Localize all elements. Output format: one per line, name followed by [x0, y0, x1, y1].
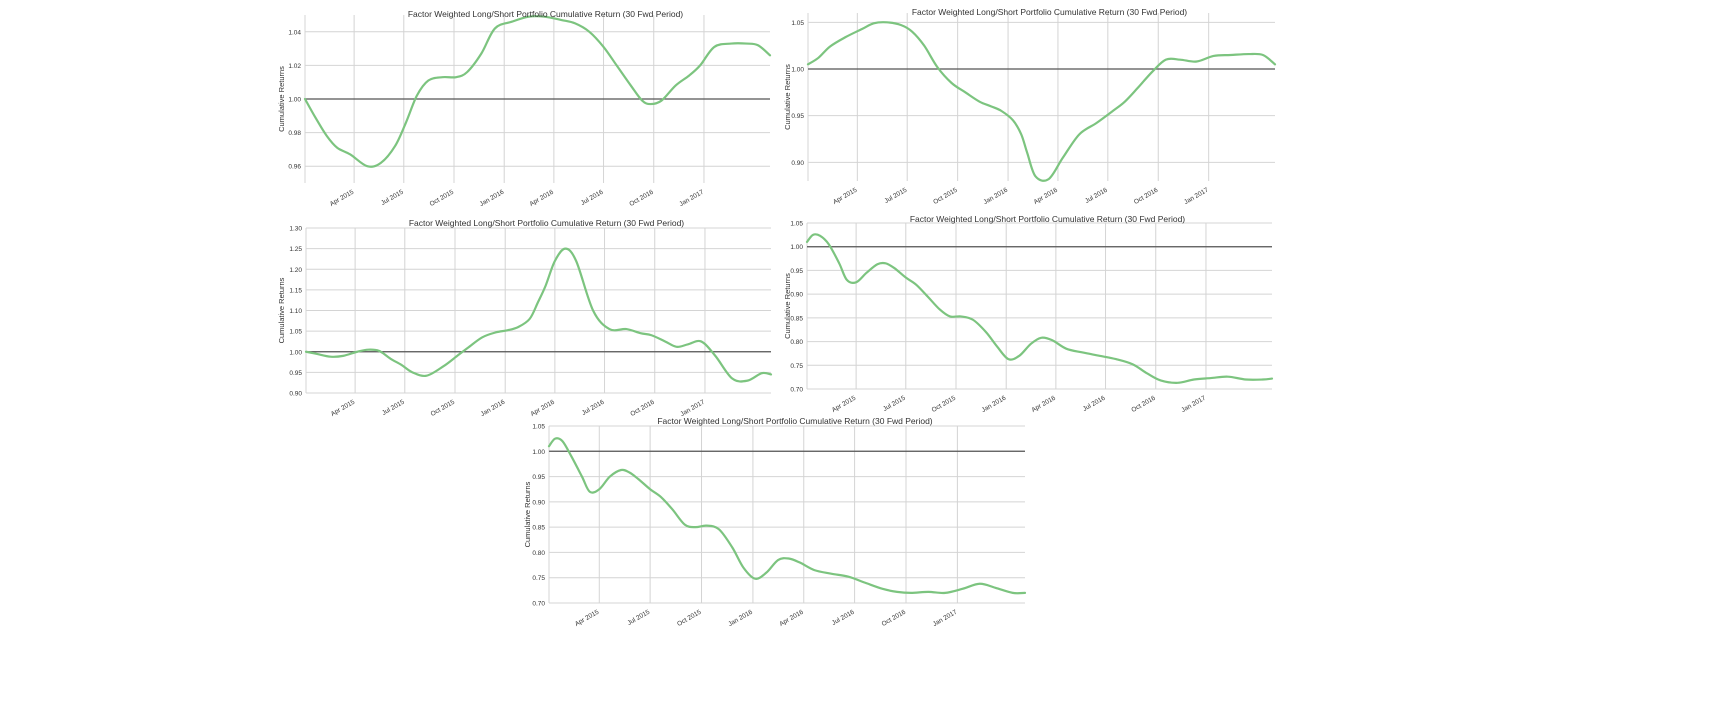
chart-title: Factor Weighted Long/Short Portfolio Cum… [657, 416, 932, 426]
x-tick-label: Jul 2015 [883, 186, 908, 205]
y-tick-label: 0.95 [532, 474, 545, 481]
y-tick-label: 1.25 [289, 246, 302, 253]
x-tick-label: Jan 2016 [479, 188, 506, 208]
y-tick-label: 0.95 [790, 268, 803, 275]
y-tick-label: 0.85 [532, 525, 545, 532]
chart-title: Factor Weighted Long/Short Portfolio Cum… [408, 9, 683, 19]
x-tick-label: Oct 2016 [1133, 186, 1160, 205]
x-tick-label: Apr 2015 [574, 608, 601, 627]
x-tick-label: Jul 2016 [1084, 186, 1109, 205]
x-tick-label: Oct 2015 [676, 608, 703, 627]
x-tick-label: Jan 2016 [982, 186, 1009, 206]
y-axis-label: Cumulative Returns [523, 481, 532, 547]
series-line [304, 247, 773, 383]
x-tick-label: Apr 2016 [778, 608, 805, 627]
y-tick-label: 1.05 [289, 329, 302, 336]
x-tick-label: Jul 2016 [1082, 394, 1107, 413]
series-line [806, 21, 1277, 182]
y-tick-label: 1.00 [791, 67, 804, 74]
series-line [547, 437, 1027, 595]
y-tick-label: 1.20 [289, 267, 302, 274]
y-tick-label: 0.90 [791, 160, 804, 167]
y-tick-label: 1.00 [790, 244, 803, 251]
y-tick-label: 1.04 [288, 29, 301, 36]
x-tick-label: Jan 2017 [932, 608, 959, 628]
chart-3: 0.90 0.95 1.00 1.05 1.10 1.15 1.20 1.25 1.30 Apr … [277, 218, 773, 418]
y-axis-label: Cumulative Returns [783, 273, 792, 339]
x-tick-label: Oct 2016 [881, 608, 908, 627]
chart-5: 0.70 0.75 0.80 0.85 0.90 0.95 1.00 1.05 Apr 2015… [523, 416, 1027, 628]
chart-title: Factor Weighted Long/Short Portfolio Cum… [910, 214, 1185, 224]
chart-title: Factor Weighted Long/Short Portfolio Cum… [912, 7, 1187, 17]
x-tick-label: Oct 2016 [628, 188, 655, 207]
chart-title: Factor Weighted Long/Short Portfolio Cum… [409, 218, 684, 228]
x-tick-label: Jan 2017 [1183, 186, 1210, 206]
y-axis-label: Cumulative Returns [277, 277, 286, 343]
x-tick-label: Apr 2015 [330, 398, 357, 417]
y-tick-label: 1.05 [791, 20, 804, 27]
x-tick-label: Oct 2015 [932, 186, 959, 205]
y-tick-label: 0.90 [289, 391, 302, 398]
x-tick-label: Apr 2016 [529, 188, 556, 207]
y-tick-label: 0.85 [790, 315, 803, 322]
y-tick-label: 1.00 [532, 449, 545, 456]
x-tick-label: Jul 2015 [381, 398, 406, 417]
y-tick-label: 0.95 [289, 370, 302, 377]
chart-1: 0.96 0.98 1.00 1.02 1.04 Apr 2015 Jul 2015 Oct … [277, 9, 772, 208]
y-tick-label: 0.75 [790, 363, 803, 370]
y-tick-label: 0.80 [532, 550, 545, 557]
x-tick-label: Jul 2015 [626, 608, 651, 627]
y-tick-label: 0.90 [532, 499, 545, 506]
x-tick-label: Jul 2016 [831, 608, 856, 627]
x-tick-label: Jul 2016 [580, 188, 605, 207]
y-tick-label: 0.98 [288, 130, 301, 137]
y-tick-label: 1.15 [289, 287, 302, 294]
series-line [303, 15, 772, 168]
y-tick-label: 0.95 [791, 113, 804, 120]
y-tick-label: 1.10 [289, 308, 302, 315]
x-tick-label: Oct 2016 [1130, 394, 1157, 413]
x-tick-label: Jan 2017 [678, 188, 705, 208]
y-tick-label: 0.80 [790, 339, 803, 346]
y-tick-label: 1.05 [790, 221, 803, 228]
y-tick-label: 1.00 [288, 97, 301, 104]
x-tick-label: Jan 2017 [1180, 394, 1207, 414]
y-tick-label: 0.90 [790, 292, 803, 299]
x-tick-label: Oct 2015 [430, 398, 457, 417]
y-tick-label: 1.00 [289, 349, 302, 356]
y-tick-label: 0.75 [532, 575, 545, 582]
x-tick-label: Oct 2015 [429, 188, 456, 207]
x-tick-label: Jan 2016 [727, 608, 754, 628]
x-tick-label: Apr 2015 [832, 186, 859, 205]
chart-2: 0.90 0.95 1.00 1.05 Apr 2015 Jul 2015 Oct 2015… [783, 7, 1277, 206]
series-line [805, 233, 1274, 384]
x-tick-label: Jul 2015 [380, 188, 405, 207]
x-tick-label: Apr 2016 [1033, 186, 1060, 205]
y-tick-label: 1.30 [289, 226, 302, 233]
x-tick-label: Jan 2016 [480, 398, 507, 418]
y-axis-label: Cumulative Returns [783, 64, 792, 130]
y-tick-label: 0.70 [532, 601, 545, 608]
y-tick-label: 0.70 [790, 387, 803, 394]
y-tick-label: 1.05 [532, 424, 545, 431]
x-tick-label: Apr 2015 [329, 188, 356, 207]
y-tick-label: 1.02 [288, 63, 301, 70]
y-tick-label: 0.96 [288, 164, 301, 171]
y-axis-label: Cumulative Returns [277, 66, 286, 132]
